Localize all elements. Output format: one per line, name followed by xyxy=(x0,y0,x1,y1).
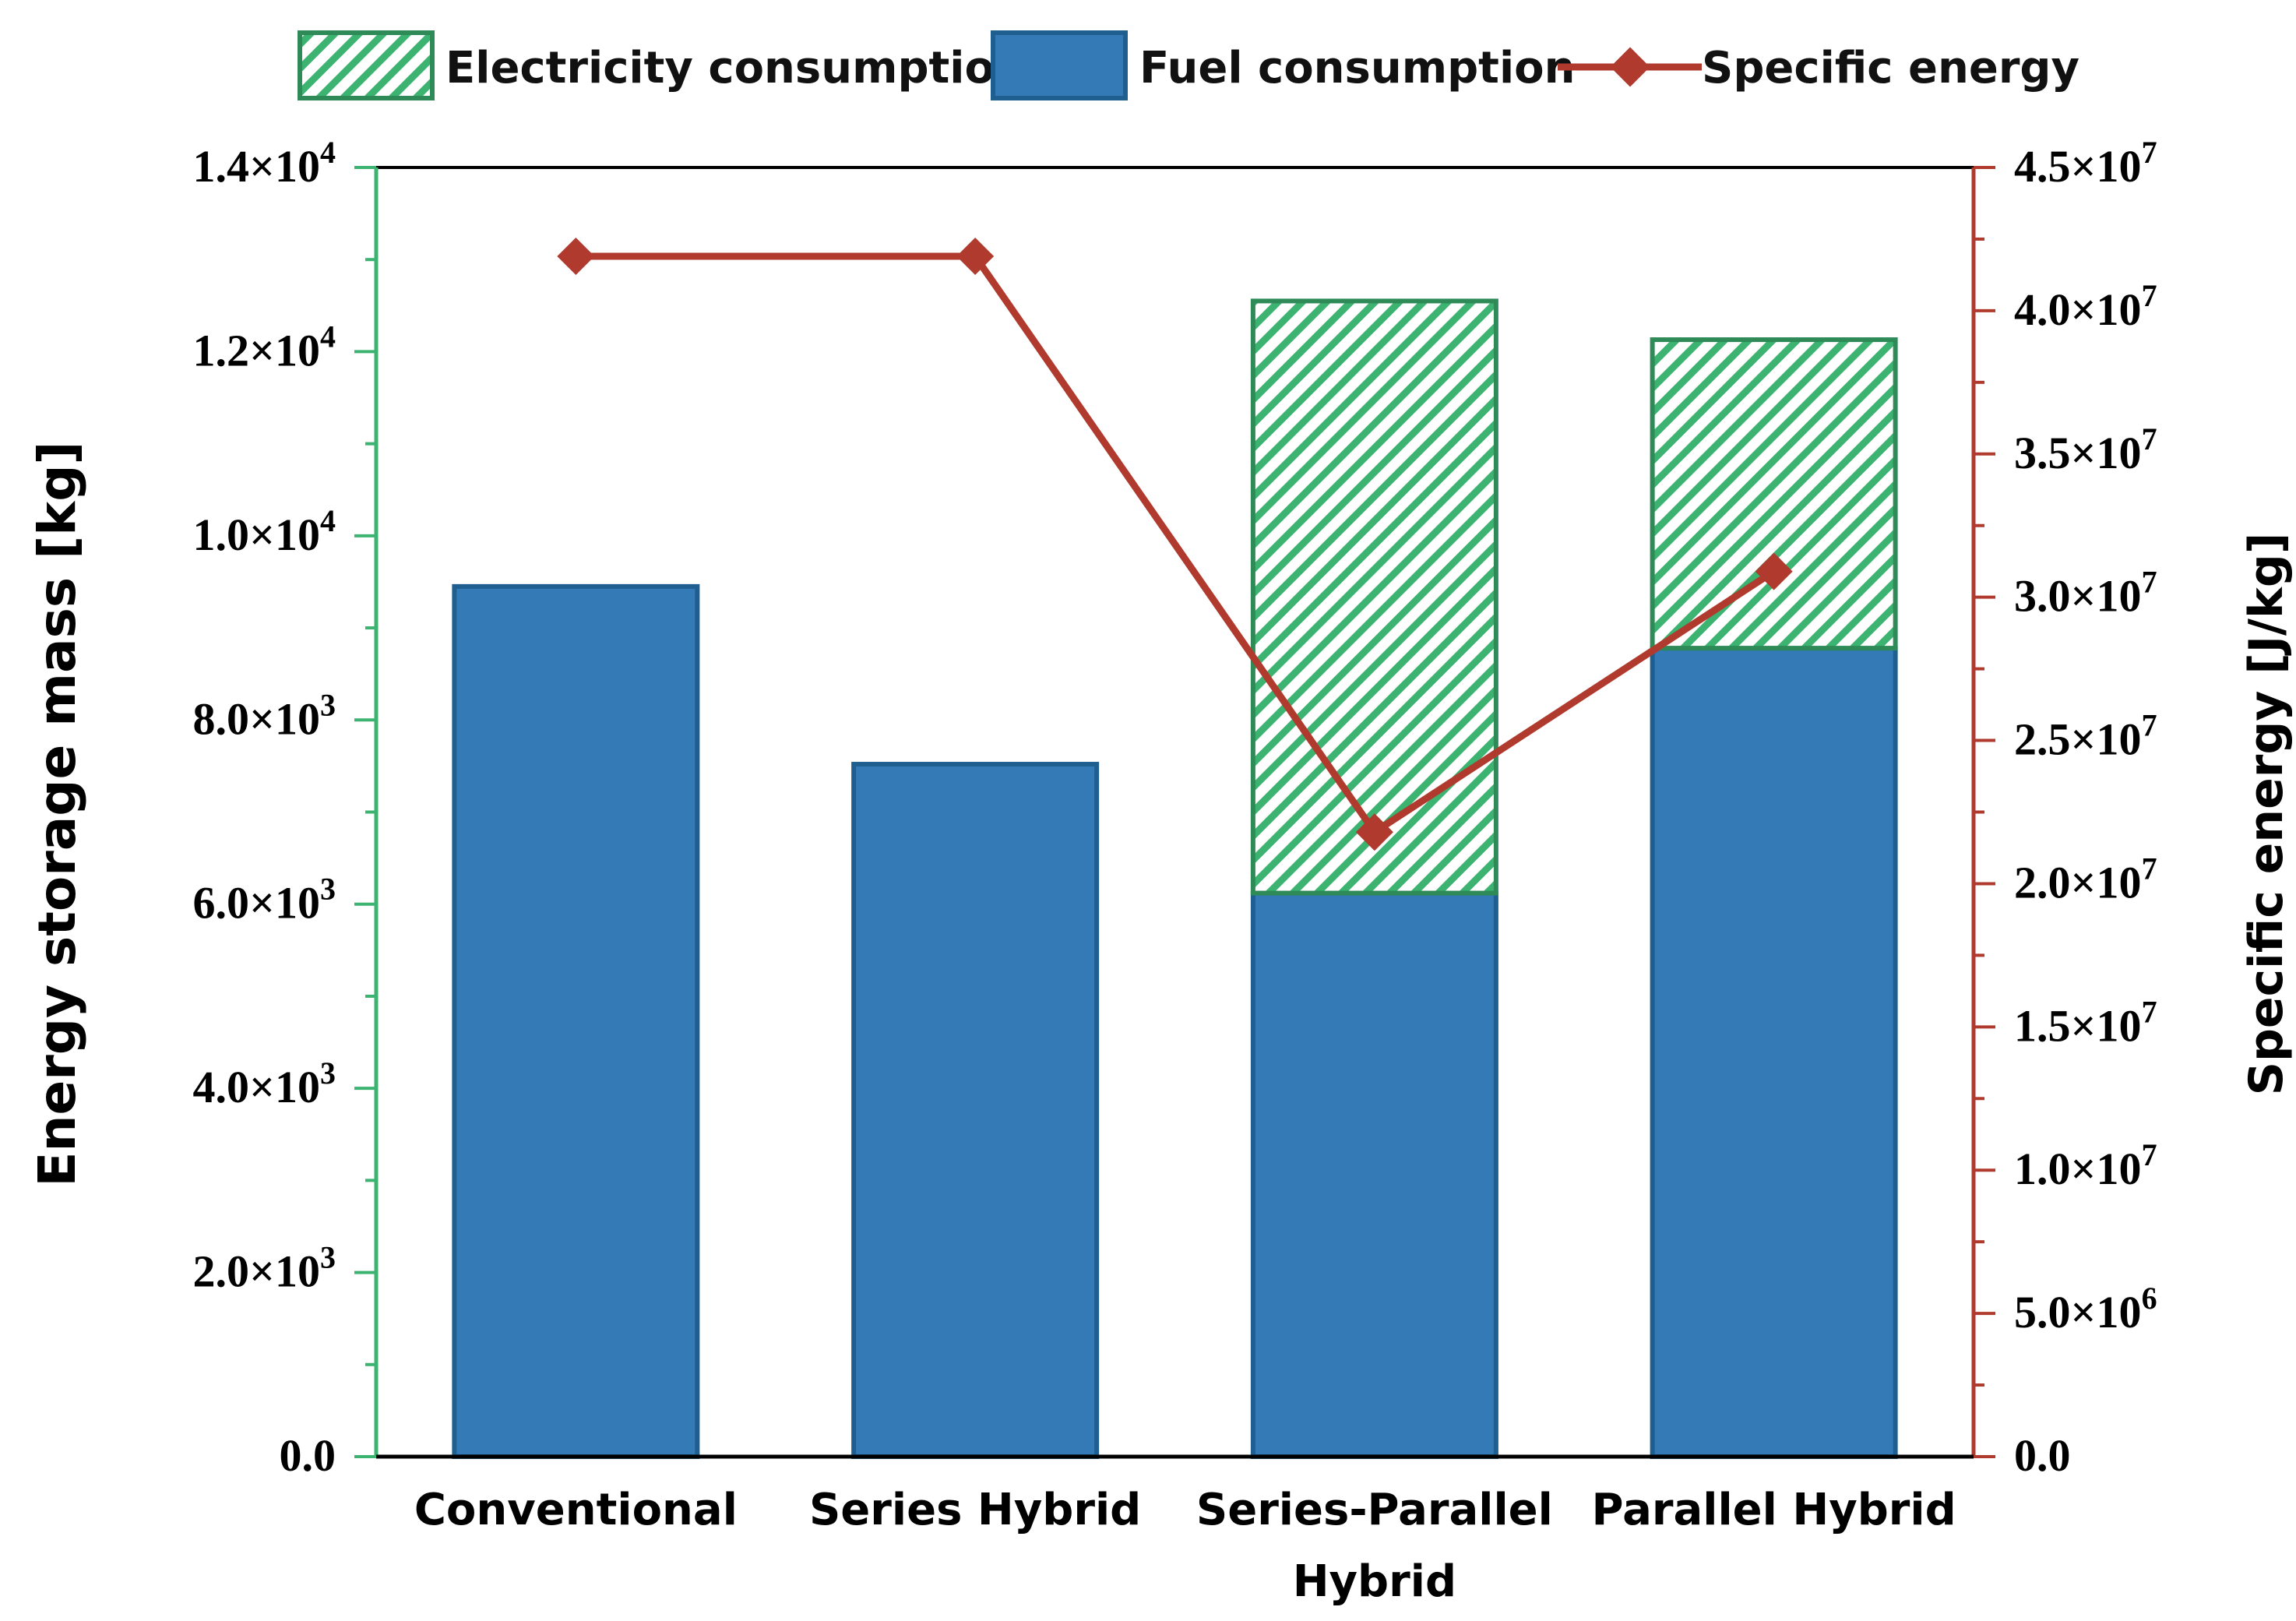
legend-label-electricity: Electricity consumption xyxy=(445,43,1026,93)
y-right-tick-label: 5.0×106 xyxy=(2014,1281,2157,1337)
bar-electricity-2 xyxy=(1250,298,1498,896)
bar-fuel-2 xyxy=(1250,890,1498,1459)
x-tick-label: Parallel Hybrid xyxy=(1592,1485,1956,1535)
y-left-tick-label: 1.4×104 xyxy=(192,135,336,192)
y-right-tick-label: 2.0×107 xyxy=(2014,851,2157,907)
bar-fuel-1 xyxy=(851,762,1100,1459)
x-tick-label: Series Hybrid xyxy=(809,1485,1141,1535)
y-right-tick-label: 4.5×107 xyxy=(2014,135,2157,192)
point-specific-energy-0 xyxy=(557,237,595,276)
y-left-tick-label: 6.0×103 xyxy=(192,872,336,929)
y-right-tick-label: 1.5×107 xyxy=(2014,994,2157,1051)
y-left-axis-label: Energy storage mass [kg] xyxy=(27,441,87,1186)
legend-swatch-electricity xyxy=(298,30,435,100)
x-tick-label: Conventional xyxy=(414,1485,738,1535)
legend-label-specific-energy: Specific energy xyxy=(1702,43,2079,93)
y-right-tick-label: 4.0×107 xyxy=(2014,278,2157,335)
legend-swatch-fuel xyxy=(991,30,1128,100)
legend-item-electricity: Electricity consumption xyxy=(298,30,1026,100)
legend: Electricity consumption Fuel consumption… xyxy=(298,30,2079,100)
y-left-tick-label: 0.0 xyxy=(280,1430,336,1481)
y-right-tick-label: 1.0×107 xyxy=(2014,1137,2157,1194)
x-tick-label: Hybrid xyxy=(1293,1556,1456,1607)
y-left-tick-label: 8.0×103 xyxy=(192,687,336,744)
bar-fuel-0 xyxy=(452,583,700,1459)
y-right-tick-label: 0.0 xyxy=(2014,1430,2071,1481)
legend-item-fuel: Fuel consumption xyxy=(991,30,1575,100)
plot-area: 0.0 2.0×103 4.0×103 6.0×103 8.0×103 1.0×104 1.… xyxy=(192,135,2157,1607)
y-left-tick-label: 4.0×103 xyxy=(192,1055,336,1112)
y-right-tick-label: 3.5×107 xyxy=(2014,421,2157,478)
legend-item-specific-energy: Specific energy xyxy=(1558,43,2079,93)
point-specific-energy-3 xyxy=(1755,552,1793,590)
legend-marker-specific-energy xyxy=(1610,47,1650,87)
y-left-tick-label: 2.0×103 xyxy=(192,1240,336,1297)
y-left-tick-label: 1.0×104 xyxy=(192,503,336,560)
bar-electricity-3 xyxy=(1650,337,1898,651)
series-line-specific-energy xyxy=(576,252,1777,836)
y-right-tick-label: 2.5×107 xyxy=(2014,708,2157,765)
y-left-tick-label: 1.2×104 xyxy=(192,319,336,375)
bar-fuel-3 xyxy=(1650,646,1898,1459)
y-right-tick-label: 3.0×107 xyxy=(2014,565,2157,622)
legend-label-fuel: Fuel consumption xyxy=(1139,43,1575,93)
y-right-axis-label: Specific energy [J/kg] xyxy=(2239,533,2294,1096)
x-tick-label: Series-Parallel xyxy=(1196,1485,1553,1535)
